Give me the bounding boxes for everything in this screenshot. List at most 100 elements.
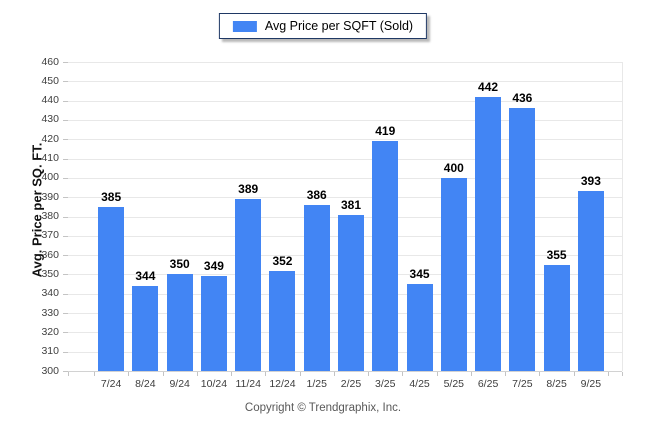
x-tick-mark [622,372,623,376]
y-tick-mark [63,119,68,121]
x-tick-mark [368,372,370,376]
y-tick-label: 310 [41,345,59,358]
bar [577,191,604,371]
y-tick-label: 300 [41,364,59,377]
x-tick-mark [128,372,130,376]
legend-swatch [232,20,257,32]
y-tick-label: 460 [41,55,59,68]
y-tick-mark [63,351,68,353]
x-tick-mark [94,372,95,376]
y-tick-mark [63,158,68,160]
x-tick-mark [539,372,541,376]
y-tick-label: 420 [41,132,59,145]
y-tick-mark [63,293,68,295]
x-tick-label: 12/24 [269,378,296,390]
x-tick-mark [68,372,69,376]
bar-value-label: 345 [409,267,430,282]
x-tick-label: 9/24 [169,378,190,390]
y-tick-label: 370 [41,229,59,242]
x-tick-label: 8/25 [546,378,567,390]
bar-value-label: 349 [203,259,224,274]
x-tick-mark [402,372,404,376]
x-tick-mark [470,372,472,376]
bar [98,206,125,371]
bar [475,96,502,371]
bar [509,108,536,371]
bar [200,276,227,371]
bar [235,199,262,371]
bar-value-label: 385 [101,189,122,204]
y-tick-label: 390 [41,190,59,203]
plot-right-border [622,62,623,371]
bar [372,141,399,371]
x-tick-label: 10/24 [200,378,228,390]
y-tick-mark [63,274,68,276]
gridline [68,100,622,102]
gridline [68,62,622,63]
x-tick-label: 4/25 [409,378,430,390]
x-tick-label: 3/25 [375,378,396,390]
bar [543,264,570,371]
copyright-text: Copyright © Trendgraphix, Inc. [244,402,402,414]
x-tick-label: 5/25 [443,378,465,390]
bar [303,204,330,371]
y-tick-mark [63,313,68,315]
bar-value-label: 386 [306,187,327,202]
x-tick-mark [299,372,301,376]
y-tick-mark [63,177,68,179]
gridline [68,158,622,160]
gridline [68,139,622,141]
gridline [68,177,622,179]
y-tick-mark [63,62,68,63]
x-tick-label: 6/25 [477,378,499,390]
bar [338,214,364,371]
y-tick-label: 380 [41,210,59,222]
y-tick-label: 400 [41,171,59,184]
y-tick-label: 340 [41,287,59,300]
y-tick-label: 350 [41,267,59,280]
x-tick-mark [573,372,575,376]
bar-value-label: 442 [478,79,499,94]
legend-label: Avg Price per SQFT (Sold) [264,19,414,33]
y-tick-mark [63,371,68,372]
bar-value-label: 350 [169,257,190,272]
y-tick-mark [63,81,68,83]
y-tick-label: 410 [41,152,59,165]
axis-baseline [68,371,622,372]
bar [166,274,193,371]
y-tick-mark [63,100,68,102]
bar-value-label: 436 [512,91,533,106]
bar-value-label: 381 [340,197,362,212]
y-tick-label: 450 [41,74,59,87]
bar-value-label: 393 [580,174,601,189]
y-tick-label: 320 [41,325,59,338]
gridline [68,119,622,121]
gridline [68,197,622,199]
bar-value-label: 344 [135,269,156,284]
y-tick-label: 360 [41,248,59,261]
y-tick-mark [63,332,68,334]
x-tick-mark [333,372,335,376]
bar-value-label: 352 [272,253,293,268]
x-tick-mark [196,372,198,376]
bar [132,286,159,371]
bar-value-label: 389 [238,182,259,197]
x-tick-mark [231,372,233,376]
x-tick-mark [162,372,164,376]
y-tick-mark [63,216,68,218]
x-tick-mark [436,372,438,376]
y-tick-label: 440 [41,94,59,107]
bar-value-label: 419 [375,124,396,139]
y-tick-mark [63,197,68,199]
y-tick-label: 330 [41,306,59,319]
x-tick-label: 11/24 [235,378,261,390]
bar [269,270,296,371]
x-tick-label: 8/24 [135,378,156,390]
gridline [68,81,622,83]
y-tick-label: 430 [41,113,59,126]
x-tick-label: 7/24 [100,378,122,390]
x-tick-label: 1/25 [306,378,327,390]
x-tick-mark [265,372,267,376]
bar [440,177,467,371]
